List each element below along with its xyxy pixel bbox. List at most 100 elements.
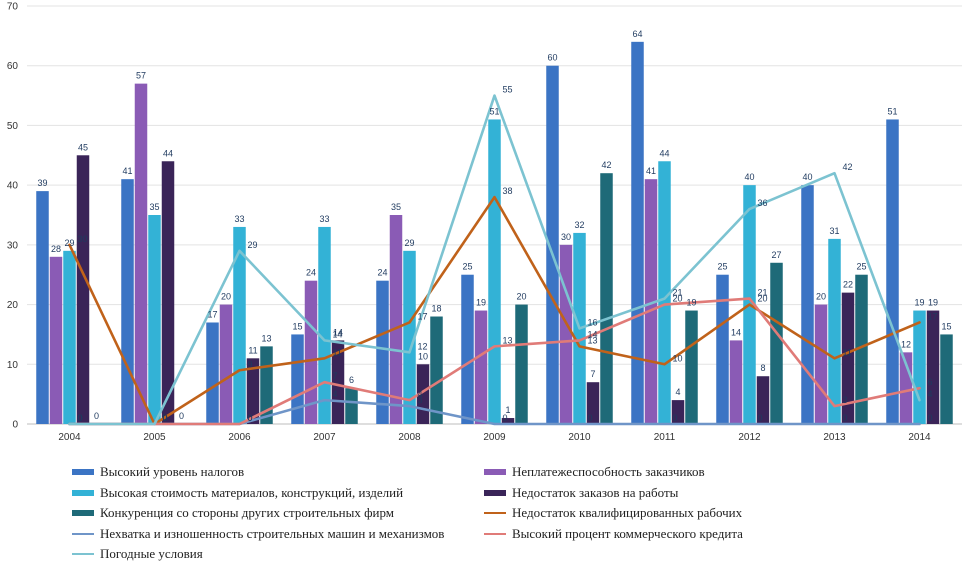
- data-label: 42: [843, 162, 853, 172]
- bar: [671, 400, 685, 424]
- bar: [658, 161, 671, 424]
- legend-label: Нехватка и изношенность строительных маш…: [100, 525, 445, 541]
- legend-label: Высокий процент коммерческого кредита: [512, 525, 743, 541]
- bar: [828, 238, 841, 424]
- bar: [121, 179, 134, 424]
- bar: [756, 376, 770, 424]
- legend-item: Конкуренция со стороны других строительн…: [72, 503, 394, 523]
- data-label: 4: [928, 389, 933, 399]
- x-tick-label: 2009: [483, 432, 506, 443]
- bar: [631, 41, 644, 424]
- data-label: 19: [928, 298, 938, 308]
- bar: [161, 161, 175, 424]
- data-label: 4: [333, 389, 338, 399]
- data-label: 4: [418, 389, 423, 399]
- data-label: 17: [207, 309, 217, 319]
- data-label: 0: [758, 413, 763, 423]
- data-label: 0: [78, 413, 83, 423]
- data-label: 15: [292, 321, 302, 331]
- series-line: [68, 297, 921, 426]
- data-label: 1: [505, 405, 510, 415]
- data-label: 17: [928, 311, 938, 321]
- x-tick-label: 2010: [568, 432, 591, 443]
- data-label: 11: [843, 347, 852, 357]
- data-label: 15: [941, 321, 951, 331]
- x-tick-label: 2007: [313, 432, 336, 443]
- x-tick-label: 2011: [654, 432, 676, 443]
- bar: [926, 310, 940, 424]
- data-label: 19: [914, 298, 924, 308]
- data-label: 20: [673, 294, 683, 304]
- data-label: 20: [816, 292, 826, 302]
- data-label: 41: [646, 166, 656, 176]
- data-label: 10: [673, 353, 683, 363]
- data-label: 42: [601, 160, 611, 170]
- x-tick-label: 2014: [908, 432, 931, 443]
- legend-item: Высокий уровень налогов: [72, 462, 244, 482]
- data-label: 12: [418, 341, 428, 351]
- y-tick-label: 0: [12, 420, 18, 431]
- legend-swatch: [484, 532, 506, 535]
- data-label: 6: [349, 375, 354, 385]
- bar: [559, 244, 573, 424]
- bar: [76, 155, 90, 425]
- bar: [318, 226, 331, 424]
- data-label: 55: [503, 85, 513, 95]
- bar: [403, 250, 416, 424]
- data-label: 19: [686, 298, 696, 308]
- data-label: 25: [717, 262, 727, 272]
- legend: Высокий уровень налогов Неплатежеспособно…: [72, 462, 952, 566]
- data-label: 21: [673, 288, 683, 298]
- legend-label: Недостаток квалифицированных рабочих: [512, 505, 743, 520]
- legend-swatch: [72, 510, 94, 516]
- data-label: 28: [51, 244, 61, 254]
- data-label: 13: [261, 333, 271, 343]
- bar: [841, 292, 855, 424]
- bar: [291, 334, 304, 424]
- data-label: 10: [418, 351, 428, 361]
- bar: [376, 280, 389, 424]
- legend-swatch: [72, 553, 94, 555]
- bar: [600, 173, 613, 424]
- legend-label: Погодные условия: [100, 546, 203, 561]
- bar: [855, 274, 868, 424]
- data-label: 30: [561, 232, 571, 242]
- bar: [716, 274, 729, 424]
- data-label: 7: [590, 369, 595, 379]
- data-label: 0: [94, 411, 99, 421]
- data-label: 19: [476, 298, 486, 308]
- bar: [36, 191, 49, 424]
- series-line: [68, 195, 921, 426]
- data-label: 24: [306, 268, 316, 278]
- legend-label: Неплатежеспособность заказчиков: [512, 464, 705, 479]
- data-label: 30: [78, 234, 88, 244]
- bar: [913, 310, 926, 424]
- y-tick-label: 10: [7, 360, 19, 371]
- data-label: 31: [829, 226, 839, 236]
- data-label: 4: [675, 387, 680, 397]
- bar: [515, 304, 528, 424]
- data-label: 51: [489, 106, 499, 116]
- data-label: 12: [901, 339, 911, 349]
- data-label: 0: [503, 413, 508, 423]
- x-tick-label: 2013: [823, 432, 846, 443]
- data-label: 0: [179, 411, 184, 421]
- bar: [134, 83, 148, 424]
- series-line: [68, 94, 921, 426]
- y-tick-label: 20: [7, 300, 19, 311]
- data-label: 35: [391, 202, 401, 212]
- data-label: 0: [163, 413, 168, 423]
- bar: [331, 340, 345, 424]
- data-label: 41: [122, 166, 132, 176]
- data-label: 8: [760, 363, 765, 373]
- data-label: 0: [843, 413, 848, 423]
- data-label: 0: [248, 413, 253, 423]
- data-label: 35: [149, 202, 159, 212]
- legend-swatch: [72, 469, 94, 475]
- legend-label: Высокая стоимость материалов, конструкци…: [100, 484, 404, 500]
- data-label: 25: [462, 262, 472, 272]
- bar: [345, 388, 358, 424]
- bar: [488, 119, 501, 424]
- legend-label: Конкуренция со стороны других строительн…: [100, 505, 394, 520]
- data-label: 40: [802, 172, 812, 182]
